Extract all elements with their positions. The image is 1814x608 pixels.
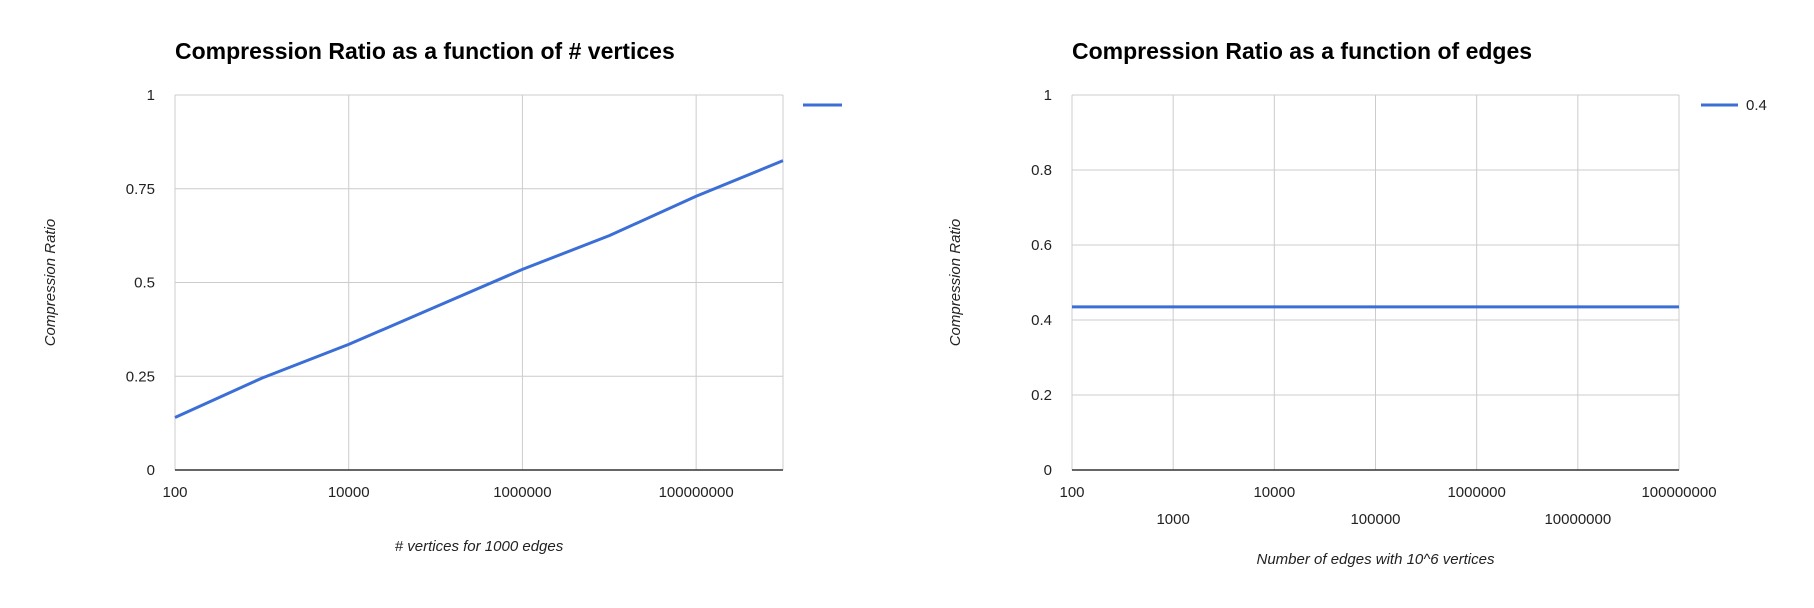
y-tick-label: 1 [1044, 87, 1052, 104]
x-tick-label: 100000 [1350, 511, 1400, 528]
y-tick-label: 0.4 [1031, 312, 1052, 329]
chart-1: Compression Ratio as a function of # ver… [42, 38, 842, 555]
chart-2: Compression Ratio as a function of edges… [947, 38, 1767, 568]
x-axis-label: Number of edges with 10^6 vertices [1257, 551, 1495, 568]
chart-title: Compression Ratio as a function of edges [1072, 38, 1532, 64]
y-axis-label: Compression Ratio [947, 219, 964, 347]
y-tick-label: 0.5 [134, 275, 155, 292]
y-tick-label: 0 [1044, 462, 1052, 479]
x-tick-label: 10000000 [1544, 511, 1611, 528]
x-tick-label: 1000000 [1447, 484, 1505, 501]
chart-title: Compression Ratio as a function of # ver… [175, 38, 675, 64]
y-tick-label: 0.2 [1031, 387, 1052, 404]
x-tick-label: 10000 [1253, 484, 1295, 501]
x-tick-label: 1000 [1156, 511, 1189, 528]
legend-label: 0.4 [1746, 97, 1767, 114]
y-tick-label: 0.6 [1031, 237, 1052, 254]
y-tick-label: 0.25 [126, 368, 155, 385]
x-tick-label: 1000000 [493, 484, 551, 501]
y-axis-label: Compression Ratio [42, 219, 59, 347]
y-tick-label: 1 [147, 87, 155, 104]
x-tick-label: 10000 [328, 484, 370, 501]
x-tick-label: 100 [162, 484, 187, 501]
x-tick-label: 100 [1059, 484, 1084, 501]
x-tick-label: 100000000 [659, 484, 734, 501]
series-line [174, 159, 784, 419]
y-tick-label: 0.75 [126, 181, 155, 198]
y-tick-label: 0.8 [1031, 162, 1052, 179]
x-axis-label: # vertices for 1000 edges [395, 538, 564, 555]
x-tick-label: 100000000 [1641, 484, 1716, 501]
y-tick-label: 0 [147, 462, 155, 479]
